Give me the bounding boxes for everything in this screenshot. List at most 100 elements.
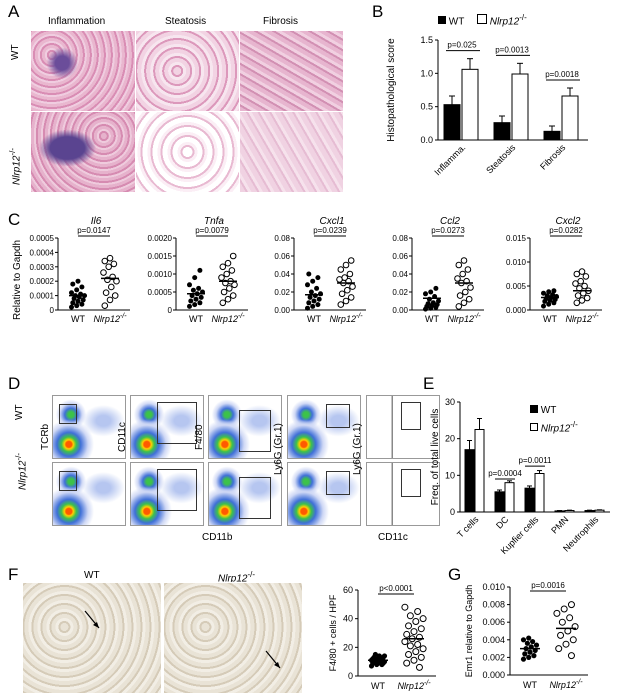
d-row-ko: Nlrp12-/- [14,452,29,490]
b-bar-1-0 [461,68,479,141]
c-point-ko [455,303,463,310]
e-ytick-label: 30 [445,397,455,407]
c-point-ko [226,285,233,292]
legend-b: WT Nlrp12-/- [438,13,527,27]
c-ytick-label: 0.00 [274,306,290,315]
g-point-wt [530,638,536,645]
c-point-ko [460,257,468,264]
c-point-wt [70,281,76,287]
c-title: Cxcl1 [319,216,344,227]
f-label-wt: WT [84,570,100,581]
c-point-ko [460,299,468,307]
c-title: Cxcl2 [555,216,580,227]
c-point-ko [342,297,350,305]
b-pvalue: p=0.0018 [545,70,579,79]
histology-wt-inflammation [30,30,136,112]
e-bar-0-4 [584,510,595,513]
g-ytick-label: 0.002 [482,652,505,662]
c-point-wt [69,304,74,310]
b-pvalue: p=0.0013 [495,45,529,54]
c-ytick-label: 0.015 [506,234,527,243]
c-point-wt [541,303,546,309]
c-xlabel-wt: WT [425,314,439,324]
c-ytick-label: 0.0015 [148,252,173,261]
e-bar-1-2 [534,473,545,513]
c-xlabel-ko: Nlrp12-/- [447,313,481,324]
flow-plot-r0-c4 [366,395,440,459]
f-point-ko [414,608,422,615]
flow-plot-r1-c4 [366,462,440,526]
d-axis-f480: F4/80 [194,424,205,450]
c-ytick-label: 0.0003 [30,263,55,272]
c-point-ko [341,274,349,281]
b-ytick-label: 1.0 [420,68,433,78]
c-point-wt [196,285,202,291]
flow-plot-r0-c1 [130,395,204,459]
c-point-wt [70,300,76,306]
c-point-ko [582,273,590,280]
f480-scatter: 0 20 40 60 F4/80 + cells / HPF p<0.0001 WT Nlrp… [328,584,436,691]
g-ytick-label: 0.004 [482,635,505,645]
c-ytick-label: 0.04 [274,270,290,279]
e-ytick-label: 20 [445,434,455,444]
e-bar-1-1 [504,482,515,513]
c-point-wt [546,289,552,295]
c-point-ko [337,266,345,273]
emr1-scatter: 0.000 0.002 0.004 0.006 0.008 0.010 Emr1 relat… [464,581,588,690]
c-point-ko [229,292,237,299]
c-point-wt [80,297,86,303]
c-ytick-label: 0.010 [506,258,527,267]
e-bar-1-0 [474,429,485,513]
flow-plot-r0-c2 [208,395,282,459]
d-axis-cd11b: CD11b [202,532,233,543]
c-xlabel-wt: WT [189,314,203,324]
f-xlabel-wt: WT [371,681,385,691]
g-ylabel: Emr1 relative to Gapdh [464,585,474,678]
c-point-wt [197,267,203,273]
panel-letter-f: F [8,565,19,584]
c-point-ko [220,288,228,296]
c-ytick-label: 0.02 [392,288,408,297]
c-title: Il6 [91,216,102,227]
f-point-ko [401,603,409,611]
g-point-wt [526,635,532,641]
g-pvalue: p=0.0016 [531,581,565,590]
c-point-ko [338,290,346,298]
g-ytick-label: 0.006 [482,617,505,627]
c-point-wt [428,289,434,295]
d-axis-ly6g-1: Ly6G (Gr.1) [273,423,284,475]
d-row-wt: WT [14,404,25,420]
c-point-ko [100,269,107,276]
g-xlabel-ko: Nlrp12-/- [549,679,583,690]
c-point-ko [467,284,474,291]
e-pvalue: p=0.0004 [488,469,522,478]
g-point-ko [558,618,566,626]
e-bar-0-0 [464,449,475,513]
g-point-wt [524,640,530,646]
f-point-wt [372,651,378,658]
c-pvalue: p=0.0239 [313,226,347,235]
c-point-wt [315,275,321,281]
c-xlabel-wt: WT [71,314,85,324]
c-point-wt [310,278,316,284]
c-ytick-label: 0.0010 [148,270,173,279]
f-point-ko [403,659,411,667]
c-point-ko [101,302,109,309]
f-point-ko [401,638,409,646]
b-ytick-label: 0.5 [420,102,433,112]
c-point-ko [219,263,227,271]
c-point-wt [315,302,321,308]
c-point-ko [101,257,109,265]
d-axis-tcrb: TCRb [40,423,51,450]
c-point-ko [224,259,232,267]
c-point-ko [577,277,585,285]
histology-ko-fibrosis [239,111,344,193]
c-point-wt [75,278,81,284]
histology-wt-fibrosis [239,30,344,112]
c-ytick-label: 0.00 [392,306,408,315]
c-ytick-label: 0.000 [506,306,527,315]
f-ytick-label: 0 [348,671,353,681]
c-ytick-label: 0.06 [274,252,290,261]
c-ytick-label: 0 [168,306,173,315]
c-point-wt [316,296,322,302]
